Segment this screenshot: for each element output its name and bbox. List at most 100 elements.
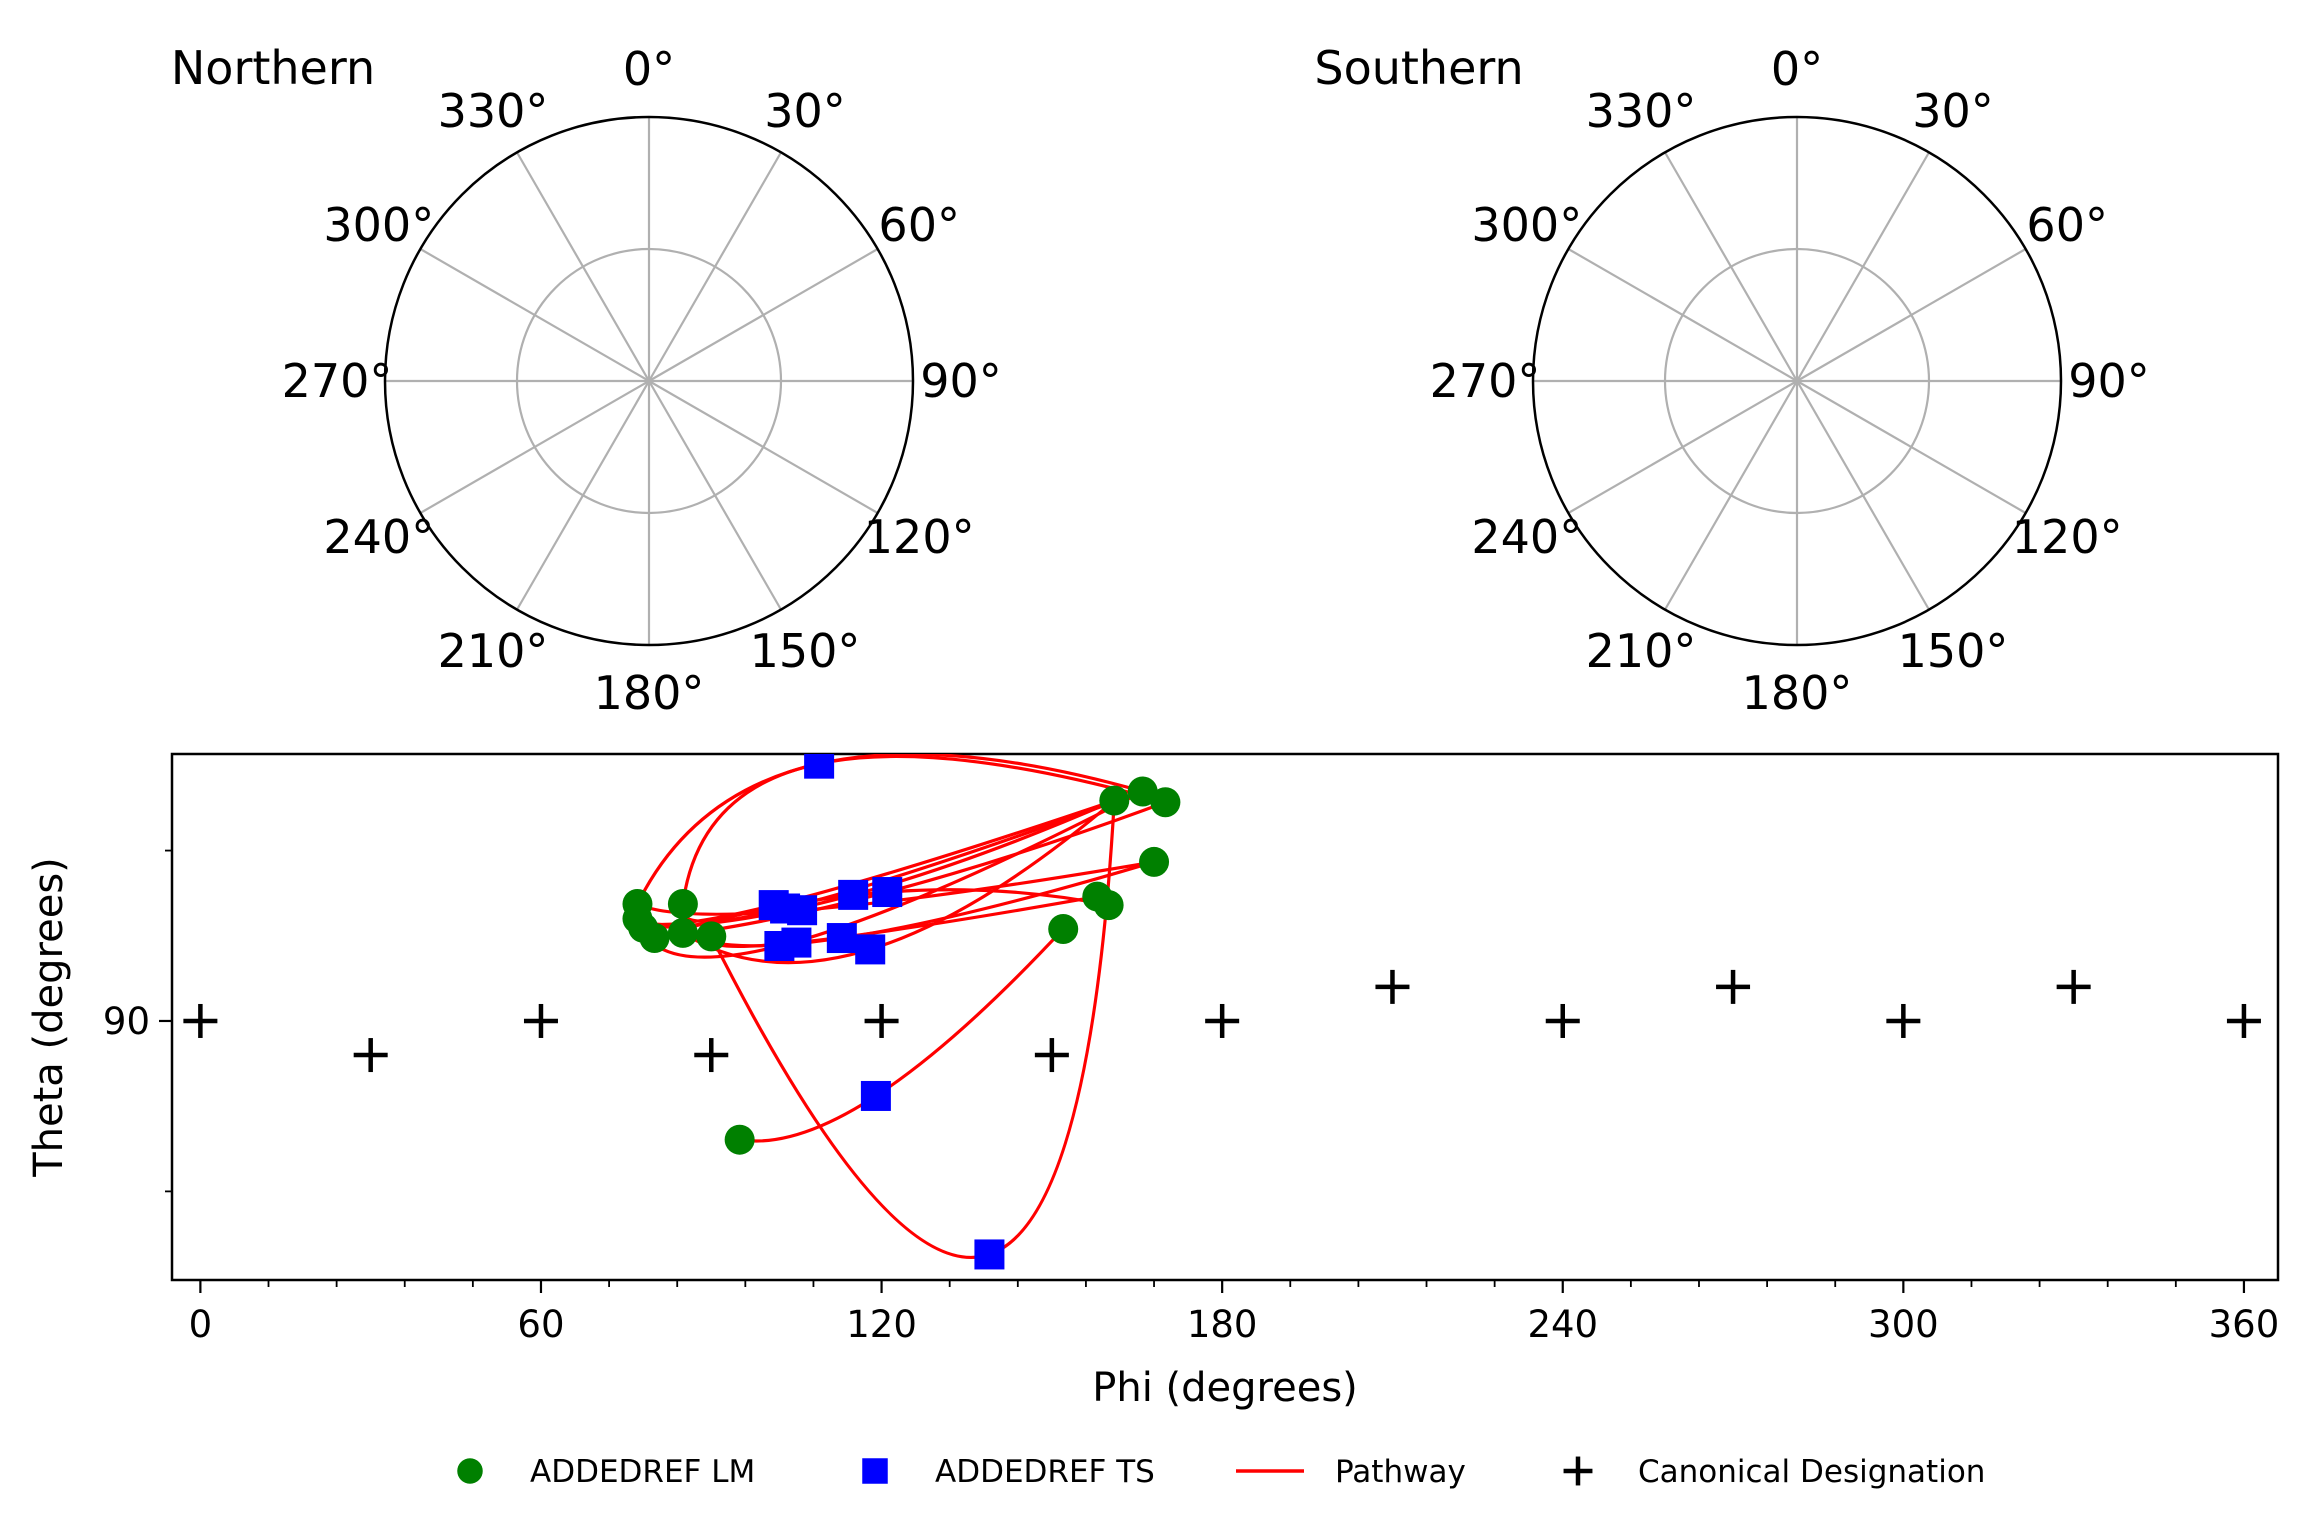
pathway-lines [635,754,1166,1259]
canonical-point [1034,1038,1069,1073]
ts-point [855,934,886,965]
lm-point [667,888,698,919]
polar-spoke [648,151,782,382]
polar-tick-label: 90° [2068,354,2150,408]
polar-tick-label: 30° [764,84,846,138]
cartesian-plot: 0 60 120 180 240 300 360 90 Phi (degrees) Thet… [26,752,2280,1411]
ts-point [860,1080,891,1111]
polar-spoke [648,380,879,514]
canonical-point [2056,969,2091,1004]
legend-swatch-canonical [1563,1456,1593,1486]
polar-tick-label: 60° [878,198,960,252]
legend-swatch-ts [862,1458,888,1484]
lm-point [1139,846,1170,877]
polar-spoke [1567,248,1798,382]
polar-tick-label: 300° [323,198,434,252]
ts-point [781,927,812,958]
lm-point [1099,785,1130,816]
ts-point [838,879,869,910]
polar-spoke [1796,151,1930,382]
polar-tick-label: 180° [594,666,705,720]
legend-label: ADDEDREF LM [530,1454,755,1490]
polar-tick-label: 30° [1912,84,1994,138]
polar-tick-label: 150° [1898,624,2009,678]
x-tick-label: 60 [517,1303,564,1346]
y-tick-label: 90 [103,1000,150,1043]
polar-tick-label: 210° [1586,624,1697,678]
x-axis-ticks: 0 60 120 180 240 300 360 [189,1280,2280,1346]
polar-spoke [1664,151,1798,382]
polar-tick-label: 240° [323,510,434,564]
polar-spoke [648,380,782,611]
legend: ADDEDREF LM ADDEDREF TS Pathway Canonical D… [457,1454,1985,1490]
x-tick-label: 120 [846,1303,917,1346]
polar-tick-label: 210° [438,624,549,678]
polar-outer-ring [1531,115,2063,647]
canonical-point [353,1038,388,1073]
plot-frame [170,752,2280,1282]
panel-title: Northern [171,41,375,95]
polar-tick-label: 120° [2012,510,2123,564]
polar-tick-label: 120° [864,510,975,564]
canonical-point [694,1038,729,1073]
canonical-point [864,1003,899,1038]
polar-tick-label: 180° [1742,666,1853,720]
polar-spoke [1567,380,1798,514]
canonical-point [2226,1003,2261,1038]
point-markers [183,754,2261,1270]
polar-tick-label: 90° [920,354,1002,408]
polar-spoke [648,248,879,382]
ts-point [804,754,835,779]
ts-point [872,877,903,908]
pathway-line [643,799,1115,930]
lm-point [1093,890,1124,921]
lm-point [1048,913,1079,944]
polar-outer-ring [383,115,915,647]
polar-tick-label: 240° [1471,510,1582,564]
lm-point [696,921,727,952]
polar-tick-label: 270° [282,354,393,408]
legend-label: Canonical Designation [1638,1454,1985,1490]
lm-point [1127,776,1158,807]
x-tick-label: 0 [189,1303,213,1346]
polar-panel-northern: 0° 30° 60° 90° 120° 150° 180° 210° 240° 270° 300° 3… [171,41,1002,720]
canonical-point [1375,969,1410,1004]
polar-spoke [1796,248,2027,382]
lm-point [639,923,670,954]
panel-title: Southern [1314,41,1523,95]
canonical-point [1716,969,1751,1004]
y-axis-label: Theta (degrees) [26,857,72,1178]
pathway-line [709,800,1116,1259]
polar-tick-label: 0° [623,42,675,96]
ts-point [787,895,818,926]
polar-spoke [1664,380,1798,611]
ts-point [826,923,857,954]
polar-tick-label: 330° [1586,84,1697,138]
canonical-point [1545,1003,1580,1038]
ts-point [974,1239,1005,1270]
lm-point [1150,787,1181,818]
x-tick-label: 180 [1187,1303,1258,1346]
canonical-point [1205,1003,1240,1038]
polar-spoke [1796,380,2027,514]
polar-spoke [516,151,650,382]
x-axis-label: Phi (degrees) [1092,1365,1358,1411]
legend-label: ADDEDREF TS [935,1454,1155,1490]
polar-tick-label: 60° [2026,198,2108,252]
polar-spoke [419,248,650,382]
polar-spoke [516,380,650,611]
polar-spoke [1796,380,1930,611]
x-tick-label: 240 [1527,1303,1598,1346]
legend-label: Pathway [1335,1454,1466,1490]
polar-spoke [419,380,650,514]
y-axis-ticks: 90 [103,849,172,1193]
polar-tick-label: 0° [1771,42,1823,96]
canonical-point [523,1003,558,1038]
lm-point [724,1124,755,1155]
polar-tick-label: 300° [1471,198,1582,252]
canonical-point [1886,1003,1921,1038]
polar-panel-southern: 0° 30° 60° 90° 120° 150° 180° 210° 240° 270° 300° 3… [1314,41,2149,720]
x-tick-label: 360 [2209,1303,2280,1346]
lm-point [667,917,698,948]
